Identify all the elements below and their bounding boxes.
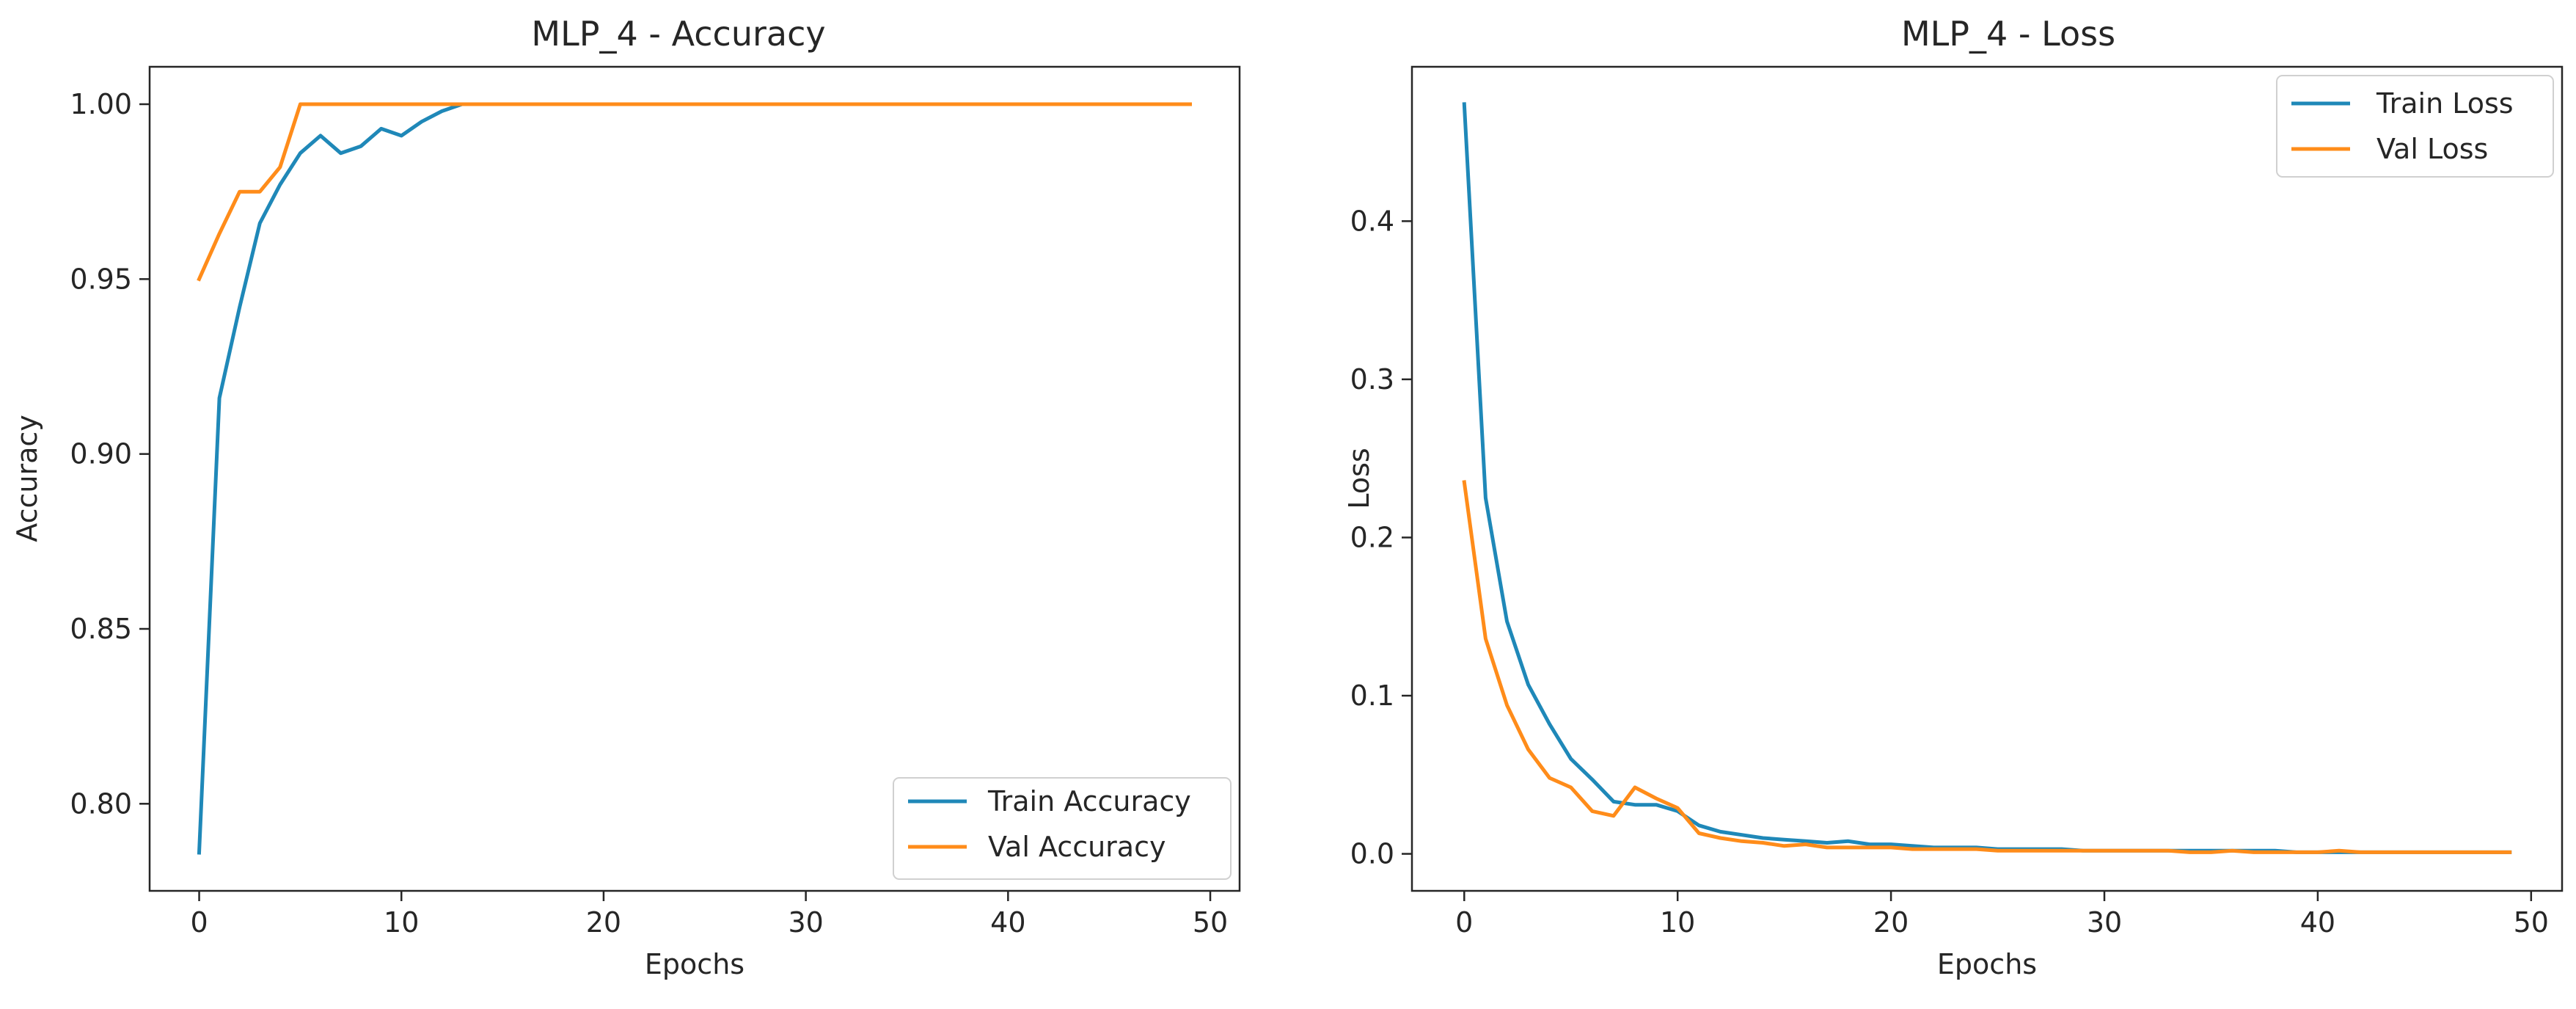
accuracy-x-tick-label: 10 (384, 906, 419, 939)
loss-x-tick-label: 0 (1455, 906, 1473, 939)
accuracy-x-axis-label: Epochs (645, 948, 744, 980)
accuracy-x-tick-label: 50 (1193, 906, 1228, 939)
accuracy-x-tick-label: 20 (586, 906, 621, 939)
accuracy-legend: Train Accuracy Val Accuracy (893, 777, 1232, 880)
accuracy-series-line-val (197, 102, 1192, 282)
loss-legend-frame (2276, 75, 2554, 178)
loss-legend-label-val: Val Loss (2376, 133, 2488, 165)
accuracy-y-axis-label: Accuracy (11, 415, 43, 542)
loss-plot-lines (1462, 102, 2512, 854)
accuracy-series-line-train (197, 102, 1192, 855)
loss-x-tick-label: 30 (2087, 906, 2122, 939)
loss-x-axis-label: Epochs (1937, 948, 2037, 980)
accuracy-legend-label-train: Train Accuracy (987, 785, 1191, 817)
loss-x-tick-label: 20 (1873, 906, 1909, 939)
accuracy-legend-label-val: Val Accuracy (988, 831, 1166, 863)
loss-chart-title: MLP_4 - Loss (1901, 14, 2115, 54)
accuracy-y-tick-label: 1.00 (70, 88, 132, 120)
loss-y-tick-label: 0.3 (1350, 363, 1394, 396)
accuracy-chart-title: MLP_4 - Accuracy (531, 14, 825, 54)
loss-y-ticks: 0.0 0.1 0.2 0.3 0.4 (1350, 205, 1412, 870)
accuracy-x-tick-label: 0 (190, 906, 208, 939)
accuracy-y-tick-label: 0.90 (70, 438, 132, 470)
loss-series-line-train (1462, 102, 2512, 854)
loss-x-ticks: 0 10 20 30 40 50 (1455, 891, 2549, 939)
loss-axes-frame (1410, 65, 2564, 892)
accuracy-y-tick-label: 0.85 (70, 613, 132, 645)
accuracy-y-tick-label: 0.95 (70, 263, 132, 295)
loss-chart: MLP_4 - Loss 0 10 20 30 40 50 0.0 0.1 0.2 0.3 0.4… (1343, 14, 2564, 980)
loss-y-tick-label: 0.2 (1350, 521, 1394, 553)
loss-y-tick-label: 0.4 (1350, 205, 1394, 237)
loss-x-tick-label: 50 (2514, 906, 2549, 939)
loss-series-line-val (1462, 480, 2512, 854)
accuracy-plot-lines (197, 102, 1192, 855)
loss-legend-label-train: Train Loss (2376, 87, 2514, 120)
accuracy-chart: MLP_4 - Accuracy 0 10 20 30 40 50 0.80 0.85 0.9… (11, 14, 1241, 980)
accuracy-x-tick-label: 30 (788, 906, 823, 939)
accuracy-axes-frame (148, 65, 1241, 892)
loss-y-axis-label: Loss (1343, 448, 1375, 509)
loss-y-tick-label: 0.1 (1350, 680, 1394, 712)
loss-y-tick-label: 0.0 (1350, 838, 1394, 870)
loss-x-tick-label: 10 (1660, 906, 1695, 939)
loss-legend: Train Loss Val Loss (2276, 75, 2554, 178)
accuracy-y-ticks: 0.80 0.85 0.90 0.95 1.00 (70, 88, 150, 820)
accuracy-x-ticks: 0 10 20 30 40 50 (190, 891, 1228, 939)
accuracy-x-tick-label: 40 (990, 906, 1025, 939)
accuracy-legend-frame (893, 777, 1232, 880)
loss-x-tick-label: 40 (2300, 906, 2335, 939)
accuracy-y-tick-label: 0.80 (70, 787, 132, 820)
